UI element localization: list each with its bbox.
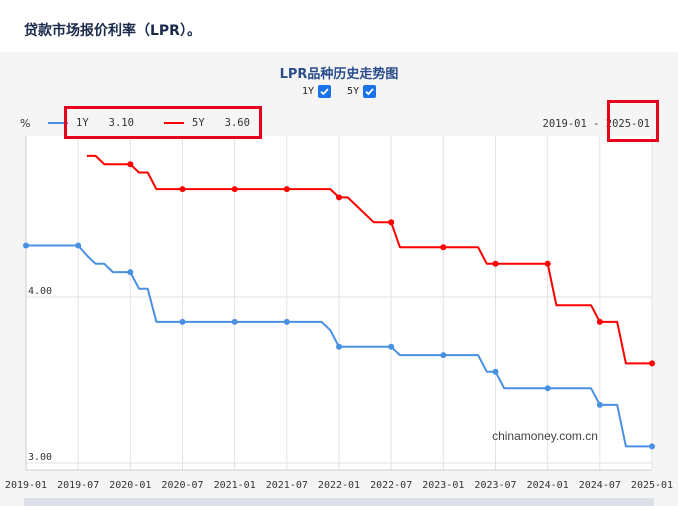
x-tick-label: 2021-07 bbox=[266, 480, 308, 491]
data-point-1y bbox=[23, 242, 29, 249]
toggle-1y-checkbox[interactable] bbox=[318, 84, 332, 98]
y-unit-label: % bbox=[20, 117, 31, 130]
data-point-5y bbox=[492, 260, 499, 267]
x-tick-label: 2023-01 bbox=[422, 480, 464, 491]
legend-swatch-1y bbox=[48, 122, 68, 124]
data-point-5y bbox=[127, 161, 134, 168]
x-tick-label: 2020-07 bbox=[161, 480, 203, 491]
range-highlight-box bbox=[607, 100, 659, 142]
toggle-1y-label: 1Y bbox=[302, 85, 315, 97]
data-point-1y bbox=[75, 242, 82, 249]
y-tick-label: 3.00 bbox=[28, 452, 52, 463]
x-tick-label: 2021-01 bbox=[214, 480, 256, 491]
data-point-1y bbox=[596, 401, 603, 408]
watermark: chinamoney.com.cn bbox=[492, 429, 598, 443]
legend-value-1y: 3.10 bbox=[108, 117, 134, 129]
markers bbox=[23, 161, 655, 450]
y-tick-label: 4.00 bbox=[28, 286, 52, 297]
data-point-1y bbox=[649, 443, 655, 450]
horizontal-scrollbar[interactable] bbox=[24, 498, 654, 506]
data-point-1y bbox=[179, 318, 186, 325]
data-point-1y bbox=[231, 318, 238, 325]
toggle-5y-checkbox[interactable] bbox=[363, 84, 377, 98]
data-point-5y bbox=[179, 186, 186, 193]
axes: 2019-01 2019-07 2020-01 2020-07 2021-01 2021-… bbox=[5, 136, 673, 491]
legend-swatch-5y bbox=[164, 122, 184, 124]
x-tick-label: 2019-01 bbox=[5, 480, 47, 491]
x-tick-label: 2022-07 bbox=[370, 480, 412, 491]
checkmark-icon bbox=[365, 87, 374, 95]
data-point-1y bbox=[492, 368, 499, 375]
data-point-1y bbox=[127, 269, 134, 276]
legend-name-5y: 5Y bbox=[192, 117, 205, 129]
x-tick-label: 2019-07 bbox=[57, 480, 99, 491]
data-point-1y bbox=[388, 343, 395, 350]
x-tick-label: 2022-01 bbox=[318, 480, 360, 491]
x-tick-label: 2020-01 bbox=[109, 480, 151, 491]
chart-title: LPR品种历史走势图 bbox=[279, 67, 399, 82]
toggle-5y-label: 5Y bbox=[347, 85, 360, 97]
data-point-5y bbox=[283, 186, 290, 193]
page-title: 贷款市场报价利率（LPR）。 bbox=[24, 23, 201, 39]
data-point-5y bbox=[544, 260, 551, 267]
date-range-label: 2019-01 - 2025-01 bbox=[542, 118, 650, 130]
series-toggles: 1Y 5Y bbox=[300, 83, 377, 99]
legend-item-5y[interactable]: 5Y 3.60 bbox=[164, 117, 250, 129]
grid bbox=[25, 136, 653, 470]
data-point-1y bbox=[544, 385, 551, 392]
data-point-1y bbox=[336, 343, 342, 350]
legend-item-1y[interactable]: 1Y 3.10 bbox=[48, 117, 134, 129]
legend-value-5y: 3.60 bbox=[224, 117, 250, 129]
legend-highlight-box bbox=[64, 106, 262, 139]
data-point-5y bbox=[596, 318, 603, 325]
series-line-1y bbox=[26, 244, 652, 448]
checkmark-icon bbox=[320, 87, 329, 95]
legend-name-1y: 1Y bbox=[76, 117, 89, 129]
data-point-1y bbox=[440, 352, 447, 359]
x-tick-label: 2025-01 bbox=[631, 480, 673, 491]
data-point-5y bbox=[440, 244, 447, 251]
data-point-5y bbox=[336, 194, 342, 201]
x-tick-label: 2024-07 bbox=[579, 480, 621, 491]
x-tick-label: 2024-01 bbox=[527, 480, 569, 491]
x-tick-label: 2023-07 bbox=[474, 480, 516, 491]
data-point-5y bbox=[388, 219, 395, 226]
data-point-5y bbox=[231, 186, 238, 193]
data-point-5y bbox=[649, 360, 655, 367]
data-point-1y bbox=[283, 318, 290, 325]
